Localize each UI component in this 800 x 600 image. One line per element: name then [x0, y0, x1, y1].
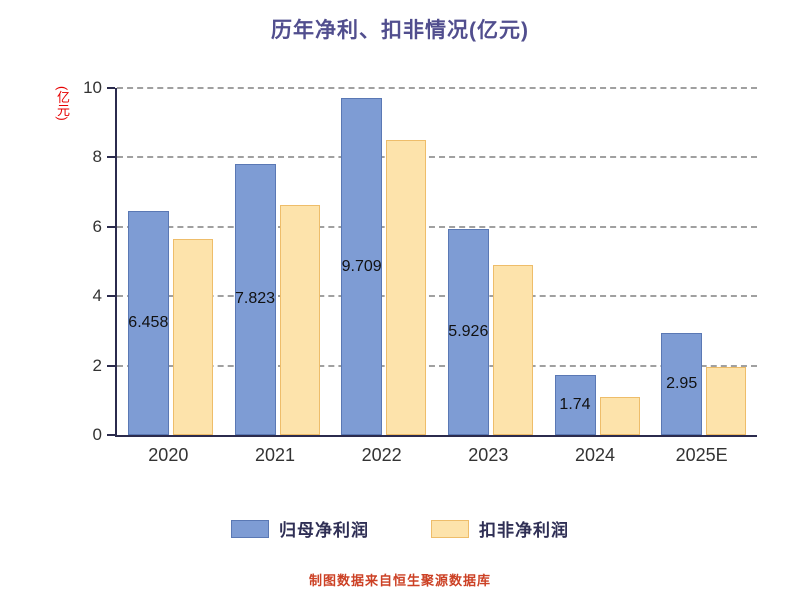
- x-tick-label-2024: 2024: [574, 445, 615, 465]
- y-tick-mark-6: [107, 225, 115, 228]
- y-tick-label-10: 10: [83, 78, 102, 97]
- bar-value-label-2023: 5.926: [448, 323, 489, 341]
- bar-deducted-profit-2023: [492, 264, 533, 435]
- legend-swatch-deducted-profit: [431, 519, 469, 538]
- x-tick-label-2023: 2023: [468, 445, 509, 465]
- y-tick-mark-8: [107, 156, 115, 159]
- bar-net-profit-2024: [554, 374, 596, 435]
- y-tick-label-8: 8: [92, 147, 102, 167]
- y-tick-label-2: 2: [92, 355, 102, 375]
- data-source-note: 制图数据来自恒生聚源数据库: [308, 573, 491, 588]
- bar-value-label-2022: 9.709: [341, 257, 382, 275]
- gridline-y-4: [117, 295, 757, 298]
- legend-swatch-net-profit: [231, 519, 269, 538]
- legend-item-deducted-profit: 扣非净利润: [431, 516, 569, 541]
- bar-deducted-profit-2021: [279, 205, 320, 435]
- bar-net-profit-2025E: [661, 332, 703, 435]
- y-tick-mark-10: [107, 87, 115, 89]
- gridline-y-6: [117, 225, 757, 228]
- bar-value-label-2020: 6.458: [128, 313, 169, 331]
- bar-deducted-profit-2024: [599, 396, 640, 435]
- y-axis-label: (亿元): [55, 86, 70, 121]
- plot-area: 6.458 7.823 9.709 5.926 1.74 2.95: [115, 87, 757, 437]
- legend-label-deducted-profit: 扣非净利润: [479, 521, 569, 540]
- x-tick-label-2021: 2021: [254, 445, 295, 465]
- y-tick-label-0: 0: [92, 425, 102, 444]
- y-tick-label-6: 6: [92, 216, 102, 236]
- bar-net-profit-2022: [341, 98, 383, 435]
- gridline-y-8: [117, 156, 757, 159]
- bar-net-profit-2020: [127, 210, 169, 435]
- bar-value-label-2021: 7.823: [234, 290, 276, 308]
- x-tick-label-2020: 2020: [148, 445, 189, 465]
- chart-title: 历年净利、扣非情况(亿元): [271, 19, 529, 42]
- bar-net-profit-2023: [447, 229, 489, 435]
- gridline-y-10: [117, 87, 757, 89]
- y-tick-mark-0: [107, 434, 115, 436]
- bar-deducted-profit-2025E: [706, 367, 747, 435]
- legend-label-net-profit: 归母净利润: [279, 521, 369, 540]
- bar-value-label-2025E: 2.95: [666, 374, 698, 392]
- legend-item-net-profit: 归母净利润: [231, 516, 369, 541]
- y-tick-label-4: 4: [92, 286, 102, 306]
- x-tick-label-2025E: 2025E: [675, 445, 728, 465]
- y-tick-mark-2: [107, 364, 115, 367]
- y-tick-mark-4: [107, 295, 115, 298]
- bar-deducted-profit-2020: [172, 238, 213, 435]
- x-tick-label-2022: 2022: [361, 445, 402, 465]
- bar-net-profit-2021: [234, 163, 276, 435]
- bar-deducted-profit-2022: [386, 140, 427, 435]
- bar-value-label-2024: 1.74: [559, 395, 591, 413]
- legend: 归母净利润 扣非净利润: [0, 516, 800, 541]
- gridline-y-2: [117, 364, 757, 367]
